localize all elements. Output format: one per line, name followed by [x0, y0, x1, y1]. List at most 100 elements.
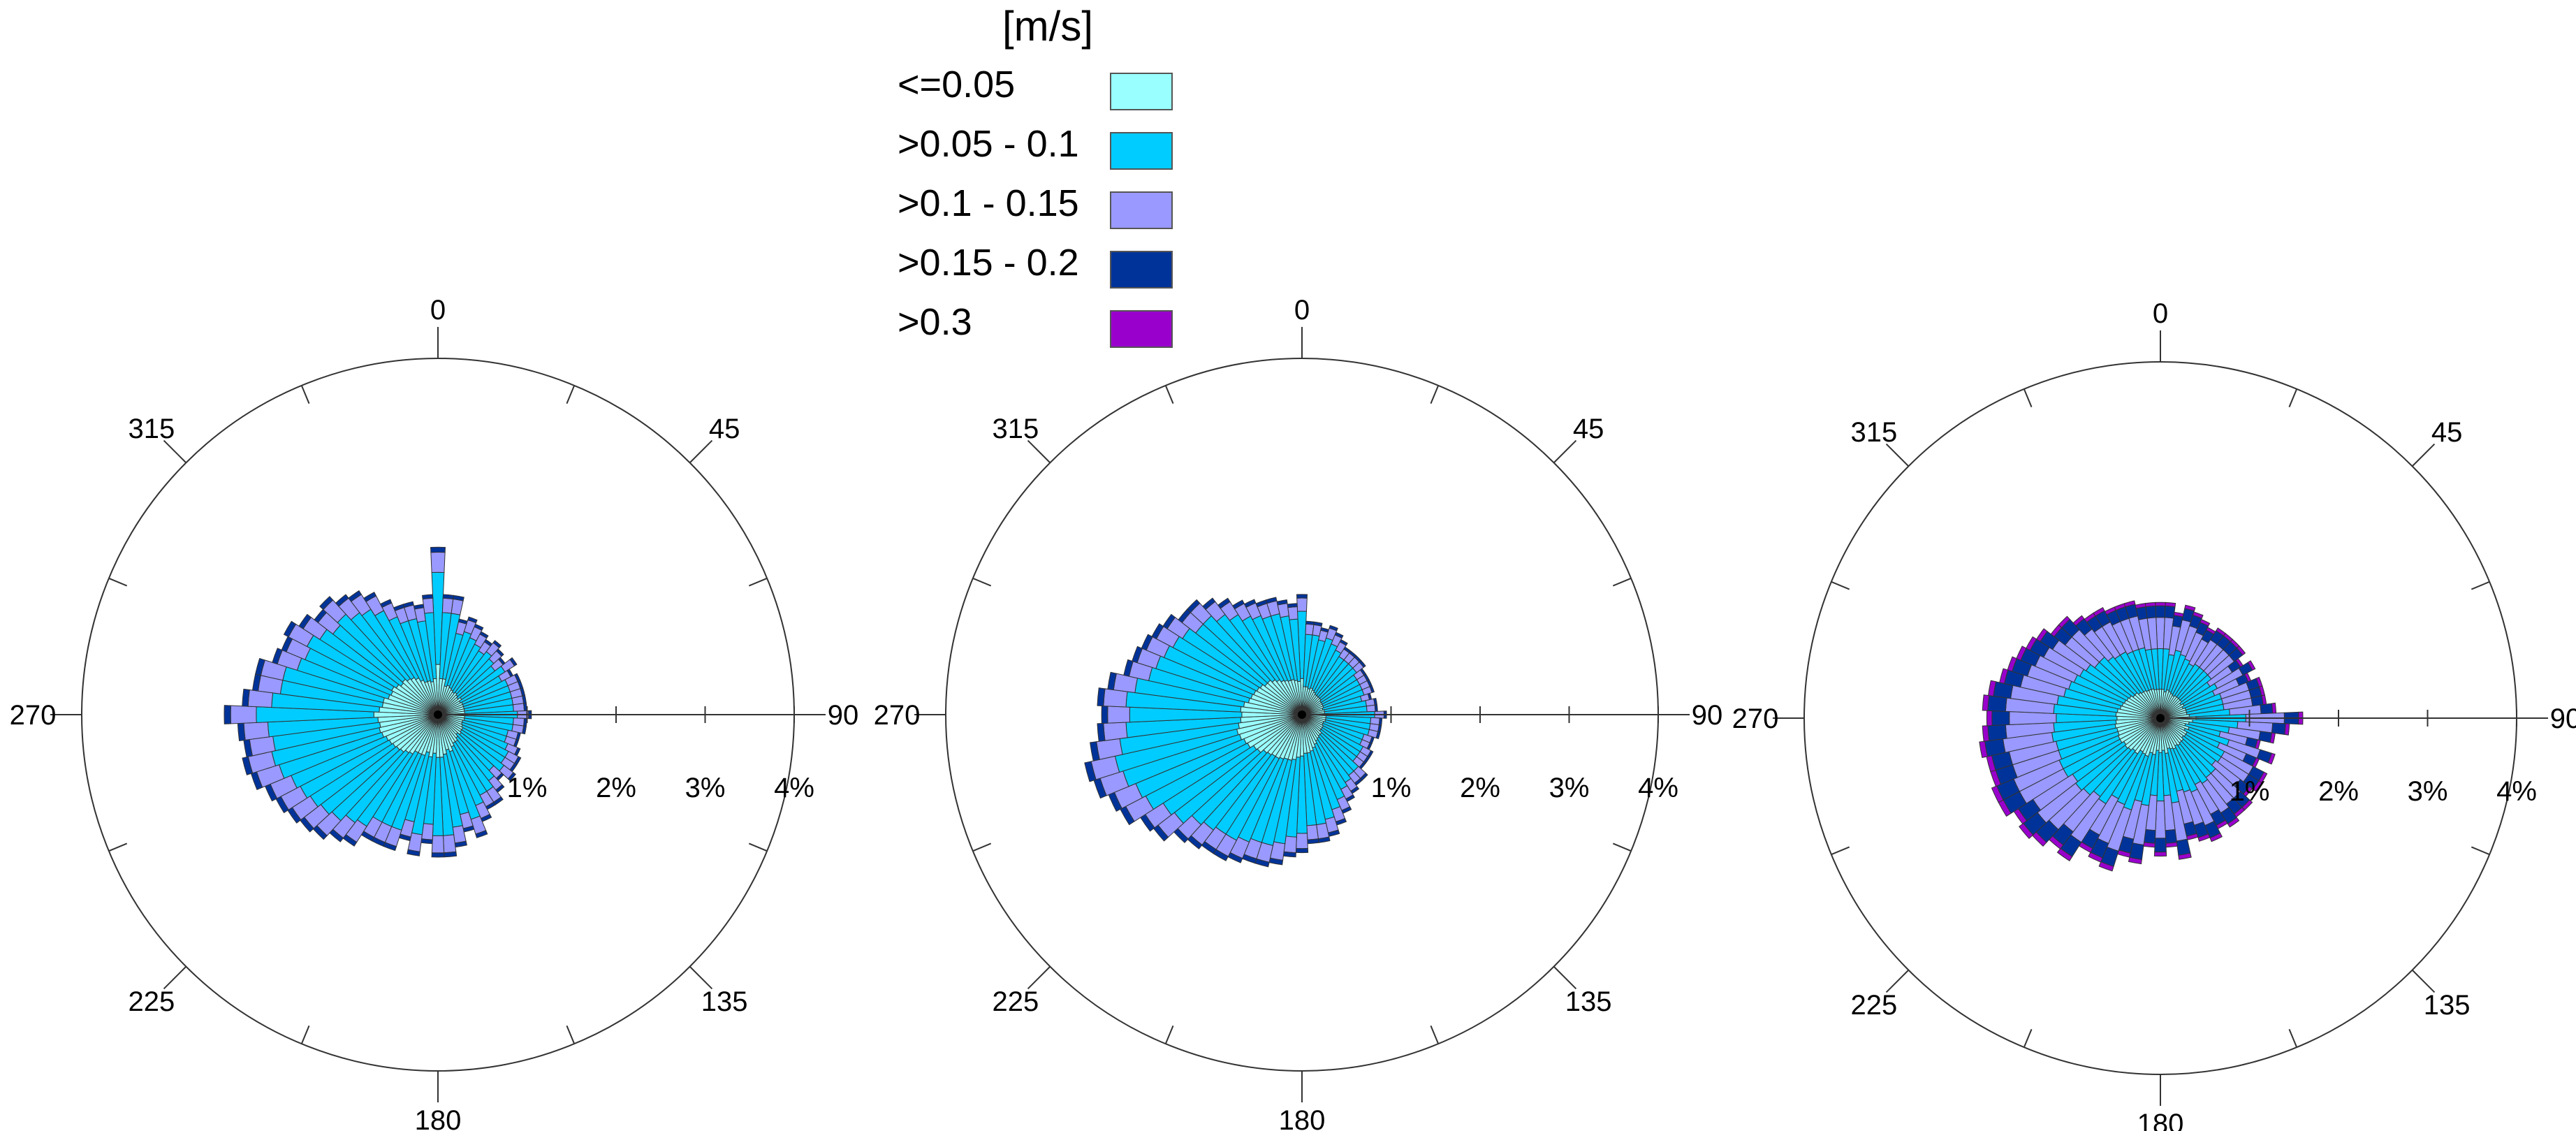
- rose-tick: [1553, 965, 1577, 990]
- rose-bar-segment: [1359, 659, 1366, 668]
- rose-bar-segment: [1986, 710, 1993, 727]
- rose-tick: [1027, 965, 1051, 990]
- rose-bar-segment: [1979, 740, 1989, 759]
- legend-swatch-1: [1110, 132, 1173, 170]
- rose-bar-segment: [2143, 842, 2156, 848]
- direction-label: 45: [709, 414, 740, 444]
- rose-bar-segment: [2269, 732, 2276, 744]
- rose-bar-segment: [421, 594, 434, 600]
- rose-bar-segment: [1295, 847, 1309, 854]
- rose-bar-segment: [474, 623, 484, 632]
- direction-label: 315: [129, 414, 175, 444]
- rose-bar-segment: [2153, 851, 2167, 857]
- rose-bar-segment: [1084, 761, 1097, 782]
- rose-tick: [300, 1025, 310, 1044]
- rose-bar-segment: [1151, 623, 1164, 640]
- rose-bar-segment: [2192, 611, 2204, 619]
- rose-tick: [1164, 385, 1174, 404]
- legend: [m/s] <=0.05 >0.05 - 0.1 >0.1 - 0.15 >0.15 …: [898, 3, 1173, 348]
- rose-bar-segment: [242, 688, 250, 707]
- rose-bar-segment: [2184, 604, 2196, 612]
- rose-bar-segment: [2165, 829, 2177, 844]
- rose-bar-segment: [1334, 632, 1344, 639]
- rose-bar-segment: [1306, 824, 1319, 840]
- rose-tick: [163, 439, 187, 464]
- rose-bar-segment: [2155, 601, 2166, 606]
- rose-bar-segment: [495, 648, 504, 657]
- rose-bar-segment: [2145, 605, 2157, 619]
- rose-bar-segment: [379, 599, 393, 608]
- direction-label: 0: [430, 295, 446, 326]
- rose-bar-segment: [1132, 645, 1143, 664]
- rose-center: [1298, 710, 1306, 719]
- direction-label: 315: [993, 414, 1039, 444]
- rose-bar-segment: [467, 616, 478, 624]
- legend-label-0: <=0.05: [898, 64, 1015, 105]
- rose-bar-segment: [1296, 597, 1308, 612]
- rose-tick: [2023, 1028, 2033, 1048]
- direction-label: 135: [2424, 990, 2471, 1021]
- rose-tick: [2471, 846, 2490, 856]
- rose-bar-segment: [431, 852, 445, 858]
- rose-bar-segment: [1999, 668, 2009, 685]
- legend-title: [m/s]: [1002, 3, 1093, 50]
- direction-label: 270: [1732, 703, 1779, 734]
- direction-label: 180: [415, 1105, 462, 1131]
- rose-bar-segment: [348, 590, 363, 602]
- radial-tick-label: 2%: [596, 773, 636, 803]
- rose-center: [2156, 714, 2165, 722]
- legend-label-2: >0.1 - 0.15: [898, 182, 1079, 224]
- rose-tick: [1831, 846, 1850, 856]
- rose-tick: [2411, 969, 2436, 993]
- rose-bar-segment: [2197, 833, 2211, 842]
- legend-swatch-2: [1110, 191, 1173, 229]
- rose-tick: [1027, 439, 1051, 464]
- rose-bar-segment: [430, 551, 446, 573]
- legend-swatch-3: [1110, 251, 1173, 289]
- radial-tick-label: 2%: [2318, 776, 2359, 807]
- radial-tick-label: 3%: [2408, 776, 2448, 807]
- rose-bar-segment: [1987, 680, 1997, 697]
- rose-bar-segment: [1141, 634, 1153, 651]
- rose-bar-segment: [1296, 594, 1308, 599]
- rose-bar-segment: [319, 596, 334, 611]
- direction-label: 90: [828, 700, 859, 731]
- rose-bar-segment: [2176, 838, 2191, 856]
- rose-bar-segment: [2144, 601, 2156, 608]
- rose-bar-segment: [2227, 817, 2240, 828]
- rose-tick: [689, 439, 713, 464]
- direction-label: 315: [1851, 417, 1898, 448]
- rose-tick: [1885, 969, 1910, 993]
- radial-tick-label: 4%: [774, 773, 814, 803]
- rose-bar-segment: [2098, 861, 2114, 872]
- rose-bar-segment: [2058, 615, 2071, 629]
- radial-tick-label: 3%: [685, 773, 726, 803]
- rose-bar-segment: [507, 772, 516, 782]
- rose-bar-segment: [1305, 620, 1315, 625]
- rose-bar-segment: [1991, 785, 2004, 803]
- rose-bar-segment: [1107, 671, 1117, 691]
- rose-bar-segment: [420, 838, 433, 845]
- direction-label: 225: [129, 986, 175, 1017]
- direction-label: 270: [874, 700, 921, 731]
- rose-tick: [1430, 385, 1440, 404]
- rose-tick: [163, 965, 187, 990]
- rose-bar-segment: [2267, 752, 2276, 765]
- rose-bar-segment: [1987, 695, 2007, 712]
- rose-bar-segment: [2018, 822, 2034, 839]
- rose-bar-segment: [1329, 625, 1338, 632]
- rose-bar-segment: [1987, 724, 2007, 741]
- rose-bar-segment: [1276, 599, 1288, 606]
- rose-bar-segment: [492, 640, 502, 648]
- rose-bar-segment: [255, 657, 265, 676]
- rose-bar-segment: [522, 725, 527, 735]
- rose-bar-segment: [2007, 656, 2017, 672]
- rose-bar-segment: [2258, 731, 2272, 743]
- direction-label: 270: [10, 700, 57, 731]
- rose-bar-segment: [430, 546, 446, 553]
- direction-label: 135: [1565, 986, 1612, 1017]
- rose-bar-segment: [2123, 600, 2136, 608]
- rose-tick: [972, 842, 992, 852]
- rose-bar-segment: [444, 851, 458, 858]
